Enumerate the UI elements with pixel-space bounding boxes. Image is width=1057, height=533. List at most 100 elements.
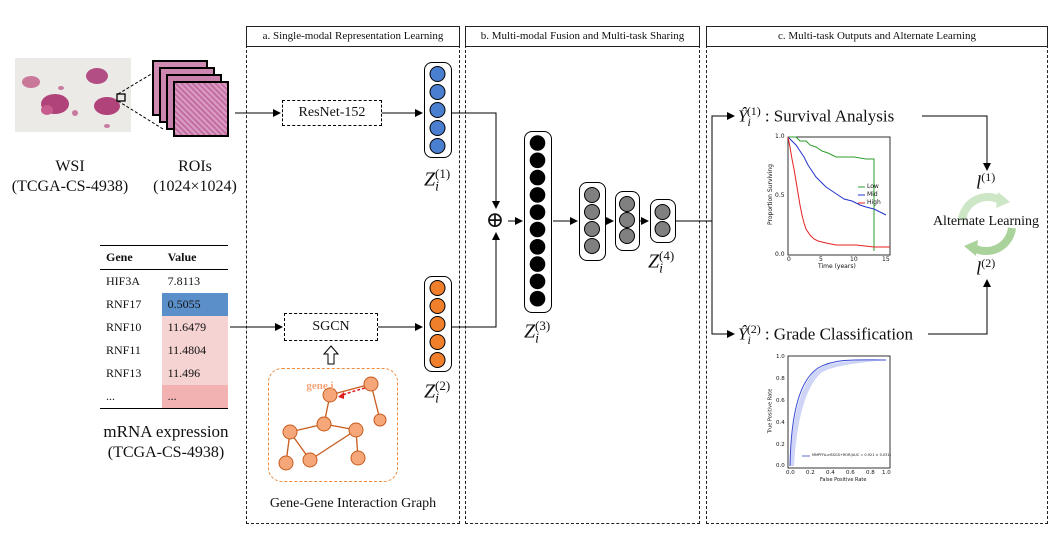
survival-ytick-1: 1.0 <box>775 133 785 140</box>
roc-xtick-10: 1.0 <box>882 470 891 476</box>
z3-node <box>529 187 546 203</box>
z3-node <box>529 152 546 169</box>
gene-cell: HIF3A <box>106 274 141 288</box>
survival-plot: Low Mid High 1.0 0.5 0.0 0 5 10 15 Time … <box>766 133 894 273</box>
survival-xtick-15: 15 <box>882 256 890 263</box>
gene-i-label: gene i <box>306 380 334 392</box>
wsi-image <box>15 58 131 132</box>
roc-curve <box>787 355 891 469</box>
survival-xtick-5: 5 <box>819 256 823 263</box>
gene-cell: RNF17 <box>106 297 142 311</box>
z1-vector <box>424 62 452 158</box>
panel-fusion <box>465 40 700 524</box>
roc-ytick-04: 0.4 <box>776 420 785 426</box>
value-column-header: Value <box>161 245 228 270</box>
z3-node <box>529 273 546 290</box>
survival-ytick-05: 0.5 <box>775 192 785 199</box>
survival-curves <box>787 136 891 256</box>
roc-ytick-00: 0.0 <box>776 463 785 469</box>
roc-ytick-08: 0.8 <box>776 376 785 382</box>
z2-label: Zi(2) <box>424 378 451 407</box>
z3-nodes <box>529 135 546 307</box>
alternate-cycle-icon <box>958 192 1016 256</box>
table-row: RNF10 11.6479 <box>100 316 228 339</box>
value-cell: 11.4804 <box>161 339 228 362</box>
gene-expression-table: Gene Value HIF3A 7.8113 RNF17 0.5055 RNF10 11… <box>100 245 228 409</box>
grade-output-label: Ŷi(2): Grade Classification <box>738 322 914 348</box>
z3-node <box>529 290 546 307</box>
gene-cell: RNF10 <box>106 320 142 334</box>
survival-ylabel: Proportion Surviving <box>767 164 774 225</box>
roc-xtick-08: 0.8 <box>866 470 875 476</box>
resnet-box: ResNet-152 <box>282 100 382 126</box>
z3-node <box>529 169 546 186</box>
value-cell: ... <box>161 385 228 409</box>
roc-ytick-06: 0.6 <box>776 398 785 404</box>
survival-legend-mid: Mid <box>867 191 878 198</box>
survival-ytick-0: 0.0 <box>775 251 785 258</box>
mrna-sublabel: (TCGA-CS-4938) <box>107 444 225 461</box>
wsi-label: WSI <box>55 158 85 175</box>
z4-nodes <box>654 204 671 237</box>
roc-ytick-10: 1.0 <box>776 354 785 360</box>
value-cell: 11.6479 <box>161 316 228 339</box>
table-row: RNF17 0.5055 <box>100 293 228 316</box>
gene-graph <box>278 376 387 471</box>
gene-cell: RNF11 <box>106 343 141 357</box>
table-row: RNF11 11.4804 <box>100 339 228 362</box>
loss-1-label: l(1) <box>976 170 996 194</box>
hidden-layer-1-nodes <box>584 187 600 254</box>
roc-xtick-04: 0.4 <box>826 470 835 476</box>
roc-ytick-02: 0.2 <box>776 442 785 448</box>
survival-xlabel: Time (years) <box>818 263 856 270</box>
gene-cell: RNF13 <box>106 366 142 380</box>
z2-vector <box>424 276 452 372</box>
hidden-layer-2-nodes <box>619 196 635 244</box>
roc-xlabel: False Positive Rate <box>820 477 867 483</box>
roc-xtick-00: 0.0 <box>786 470 795 476</box>
z1-nodes <box>429 66 446 154</box>
z3-node <box>529 135 546 151</box>
rois-sublabel: (1024×1024) <box>153 178 237 195</box>
gene-column-header: Gene <box>100 245 162 270</box>
z3-node <box>529 221 546 238</box>
z1-label: Zi(1) <box>424 166 451 195</box>
z3-node <box>529 256 546 272</box>
survival-xtick-10: 10 <box>850 256 858 263</box>
survival-output-label: Ŷi(1): Survival Analysis <box>738 104 895 130</box>
roc-ylabel: True Positive Rate <box>767 388 774 434</box>
wsi-tissue <box>22 68 126 128</box>
gene-cell: ... <box>100 385 162 409</box>
z4-vector <box>650 199 676 243</box>
roc-xtick-02: 0.2 <box>806 470 815 476</box>
value-cell: 11.496 <box>161 362 228 385</box>
roi-stack <box>150 60 240 140</box>
value-cell: 0.5055 <box>161 293 228 316</box>
value-cell: 7.8113 <box>161 269 228 293</box>
mrna-label: mRNA expression <box>103 422 229 441</box>
z2-nodes <box>429 280 446 368</box>
z3-node <box>529 204 546 220</box>
z3-node <box>529 239 546 255</box>
hidden-layer-1 <box>579 182 606 261</box>
panel-a-title: a. Single-modal Representation Learning <box>246 26 460 47</box>
panel-c-title: c. Multi-task Outputs and Alternate Lear… <box>706 26 1048 47</box>
panel-b-title: b. Multi-modal Fusion and Multi-task Sha… <box>465 26 700 47</box>
table-row: RNF13 11.496 <box>100 362 228 385</box>
survival-legend-high: High <box>867 199 881 206</box>
zoom-lines <box>117 60 174 130</box>
table-row: ...... <box>100 385 228 409</box>
gene-graph-box <box>268 368 398 482</box>
up-arrow-icon <box>323 345 339 365</box>
z3-vector <box>524 131 552 313</box>
survival-xtick-0: 0 <box>787 256 791 263</box>
alternate-learning-label: Alternate Learning <box>932 214 1040 229</box>
graph-label: Gene-Gene Interaction Graph <box>269 496 437 511</box>
table-row: HIF3A 7.8113 <box>100 269 228 293</box>
z3-label: Zi(3) <box>524 318 551 347</box>
roc-xtick-06: 0.6 <box>846 470 855 476</box>
z4-label: Zi(4) <box>648 248 675 277</box>
hidden-layer-2 <box>615 191 640 251</box>
roc-legend: MMPFFA-elSSGS+ROR(AUC = 0.921 ± 0.031) <box>812 453 891 457</box>
survival-legend-low: Low <box>867 183 879 190</box>
